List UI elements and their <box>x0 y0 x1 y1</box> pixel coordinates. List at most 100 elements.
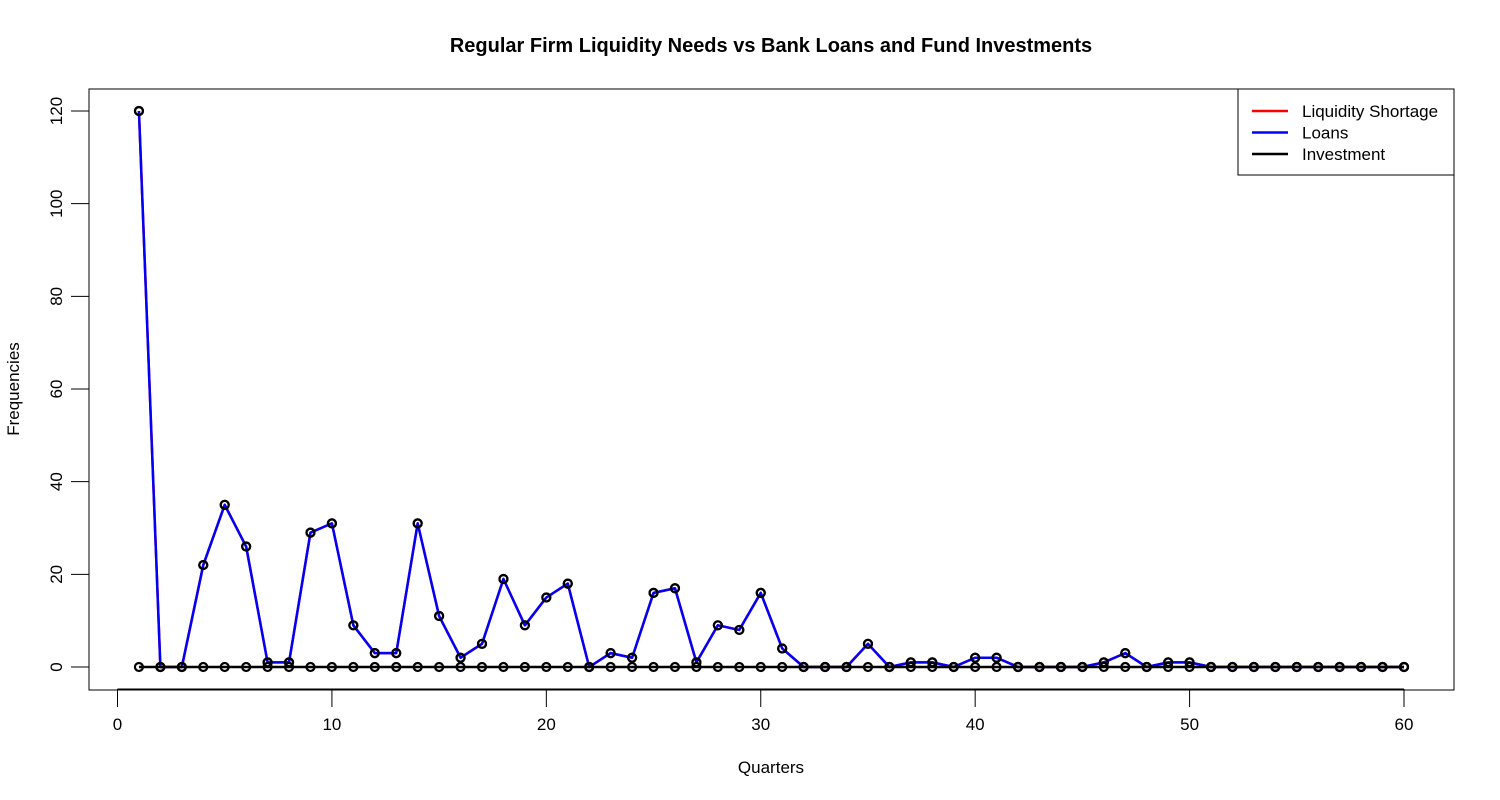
data-point <box>970 652 981 663</box>
data-point <box>305 527 316 538</box>
x-tick-label: 60 <box>1395 715 1414 734</box>
data-point <box>434 661 445 673</box>
data-point <box>1163 661 1174 673</box>
data-point <box>927 657 938 668</box>
data-point <box>283 657 295 668</box>
data-point <box>991 661 1002 673</box>
data-point <box>862 638 874 649</box>
data-point <box>1012 661 1024 673</box>
data-point <box>1098 661 1109 673</box>
data-point <box>412 518 423 529</box>
data-point <box>326 518 338 529</box>
data-point <box>155 661 166 673</box>
data-point <box>1034 661 1045 673</box>
data-point <box>519 620 530 631</box>
data-point <box>777 661 788 673</box>
chart-title: Regular Firm Liquidity Needs vs Bank Loa… <box>450 35 1092 57</box>
data-point <box>1184 661 1195 673</box>
legend: Liquidity Shortage Loans Investment <box>1237 88 1455 176</box>
legend-label: Investment <box>1302 145 1385 164</box>
data-point <box>1334 661 1345 673</box>
data-point <box>283 661 295 673</box>
data-point <box>498 573 509 585</box>
data-point <box>1356 661 1367 673</box>
data-point <box>777 643 788 654</box>
y-tick-label: 120 <box>47 97 66 125</box>
data-point <box>241 541 252 552</box>
data-point <box>712 661 723 673</box>
data-point <box>927 661 938 673</box>
data-point <box>905 657 916 668</box>
data-point <box>219 661 230 673</box>
data-point <box>626 652 638 663</box>
data-point <box>605 661 616 673</box>
data-point <box>391 647 402 659</box>
data-point <box>1077 661 1088 673</box>
data-point <box>369 661 380 673</box>
data-point <box>326 661 338 673</box>
series-layer <box>133 105 1410 673</box>
data-point <box>1398 661 1410 673</box>
data-point <box>198 559 209 571</box>
x-axis: 0 10 20 30 40 50 60 <box>113 688 1414 734</box>
data-point <box>648 661 659 673</box>
data-point <box>541 592 552 603</box>
data-point <box>626 661 638 673</box>
data-point <box>455 661 466 673</box>
data-point <box>1055 661 1067 673</box>
series-line-2 <box>137 110 1404 669</box>
data-point <box>348 620 359 631</box>
y-tick-label: 40 <box>47 472 66 491</box>
y-axis: 0 20 40 60 80 100 120 <box>47 97 90 672</box>
data-point <box>819 661 831 673</box>
data-point <box>519 661 530 673</box>
data-point <box>369 647 380 659</box>
data-point <box>1141 661 1152 673</box>
data-point <box>1377 661 1388 673</box>
data-point <box>691 661 702 673</box>
data-point <box>455 652 466 663</box>
data-point <box>262 661 273 673</box>
data-point <box>348 661 359 673</box>
data-point <box>755 661 766 673</box>
y-tick-label: 20 <box>47 565 66 584</box>
data-point <box>1120 661 1131 673</box>
data-point <box>1098 657 1109 668</box>
plot-frame <box>88 88 1455 691</box>
data-point <box>605 647 616 659</box>
data-point <box>884 661 895 673</box>
data-point <box>1270 661 1281 673</box>
data-point <box>1313 661 1324 673</box>
data-point <box>562 578 573 589</box>
y-tick-label: 80 <box>47 287 66 306</box>
y-tick-label: 100 <box>47 189 66 217</box>
x-tick-label: 30 <box>751 715 770 734</box>
data-point <box>755 587 766 598</box>
data-point <box>133 105 145 117</box>
data-point <box>905 661 916 673</box>
data-point <box>1120 647 1131 659</box>
data-point <box>970 661 981 673</box>
data-point <box>305 661 316 673</box>
data-point <box>1227 661 1238 673</box>
data-point <box>241 661 252 673</box>
data-point <box>412 661 423 673</box>
legend-label: Loans <box>1302 124 1348 143</box>
data-point <box>1184 657 1195 668</box>
data-point <box>198 661 209 673</box>
data-point <box>476 661 488 673</box>
data-point <box>948 661 959 673</box>
data-point <box>262 657 273 668</box>
data-point <box>1291 661 1302 673</box>
y-axis-label: Frequencies <box>4 342 23 436</box>
data-point <box>219 499 230 510</box>
data-point <box>691 657 702 668</box>
series-line-1 <box>137 110 1404 669</box>
data-point <box>498 661 509 673</box>
data-point <box>734 661 745 673</box>
data-point <box>734 624 745 636</box>
data-point <box>133 661 145 673</box>
data-point <box>669 661 681 673</box>
data-point <box>1205 661 1217 673</box>
